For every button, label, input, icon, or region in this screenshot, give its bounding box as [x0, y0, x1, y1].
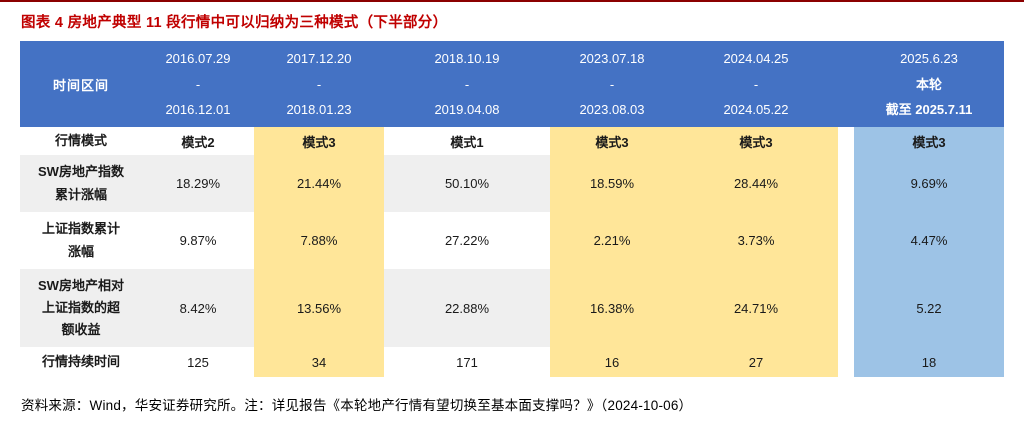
- header-cell-period-2: 2017.12.20 - 2018.01.23: [254, 41, 384, 127]
- table-cell: 16: [550, 347, 674, 377]
- table-row-sw-index-gain: SW房地产指数 累计涨幅 18.29% 21.44% 50.10% 18.59%…: [20, 155, 1004, 212]
- period-start: 2025.6.23: [900, 51, 958, 66]
- header-cell-period-6: 2025.6.23 本轮 截至 2025.7.11: [854, 41, 1004, 127]
- data-table: 时间区间 2016.07.29 - 2016.12.01 2017.12.20 …: [20, 41, 1004, 377]
- period-end: 2018.01.23: [286, 102, 352, 117]
- period-separator: -: [464, 76, 470, 92]
- period-current-round-label: 本轮: [915, 76, 942, 92]
- table-cell: 9.69%: [854, 155, 1004, 212]
- table-cell: 模式3: [854, 127, 1004, 155]
- row-label: 行情模式: [20, 127, 142, 155]
- table-cell: 16.38%: [550, 269, 674, 347]
- period-start: 2018.10.19: [434, 51, 500, 66]
- column-gap: [838, 269, 854, 347]
- table-cell: 27.22%: [384, 212, 550, 269]
- figure-title: 图表 4 房地产典型 11 段行情中可以归纳为三种模式（下半部分）: [21, 15, 448, 31]
- table-cell: 27: [674, 347, 838, 377]
- table-cell: 22.88%: [384, 269, 550, 347]
- table-cell: 模式1: [384, 127, 550, 155]
- table-cell: 9.87%: [142, 212, 254, 269]
- row-label: SW房地产指数 累计涨幅: [20, 155, 142, 212]
- period-end: 2024.05.22: [723, 102, 789, 117]
- period-end: 截至 2025.7.11: [885, 102, 973, 117]
- header-gap: [838, 41, 854, 127]
- table-cell: 13.56%: [254, 269, 384, 347]
- column-gap: [838, 347, 854, 377]
- table-row-excess-return: SW房地产相对 上证指数的超 额收益 8.42% 13.56% 22.88% 1…: [20, 269, 1004, 347]
- period-separator: -: [609, 76, 615, 92]
- table-cell: 8.42%: [142, 269, 254, 347]
- table-cell: 模式3: [254, 127, 384, 155]
- table-cell: 50.10%: [384, 155, 550, 212]
- table-cell: 5.22: [854, 269, 1004, 347]
- table-row-shanghai-index-gain: 上证指数累计 涨幅 9.87% 7.88% 27.22% 2.21% 3.73%…: [20, 212, 1004, 269]
- table-row-duration: 行情持续时间 125 34 171 16 27 18: [20, 347, 1004, 377]
- table-cell: 3.73%: [674, 212, 838, 269]
- period-separator: -: [753, 76, 759, 92]
- header-cell-period-1: 2016.07.29 - 2016.12.01: [142, 41, 254, 127]
- table-cell: 2.21%: [550, 212, 674, 269]
- row-label: 行情持续时间: [20, 347, 142, 377]
- column-gap: [838, 155, 854, 212]
- period-start: 2017.12.20: [286, 51, 352, 66]
- column-gap: [838, 127, 854, 155]
- table-row-mode: 行情模式 模式2 模式3 模式1 模式3 模式3 模式3: [20, 127, 1004, 155]
- table-cell: 18.59%: [550, 155, 674, 212]
- row-label: 上证指数累计 涨幅: [20, 212, 142, 269]
- period-start: 2023.07.18: [579, 51, 645, 66]
- period-start: 2024.04.25: [723, 51, 789, 66]
- period-end: 2016.12.01: [165, 102, 231, 117]
- table-cell: 模式2: [142, 127, 254, 155]
- column-gap: [838, 212, 854, 269]
- table-cell: 18.29%: [142, 155, 254, 212]
- top-rule: [0, 0, 1024, 2]
- source-note: 资料来源：Wind，华安证券研究所。注：详见报告《本轮地产行情有望切换至基本面支…: [21, 398, 693, 413]
- period-separator: -: [195, 76, 201, 92]
- table-cell: 7.88%: [254, 212, 384, 269]
- table-cell: 21.44%: [254, 155, 384, 212]
- table-cell: 24.71%: [674, 269, 838, 347]
- table-cell: 模式3: [674, 127, 838, 155]
- table-cell: 28.44%: [674, 155, 838, 212]
- table-cell: 4.47%: [854, 212, 1004, 269]
- table-cell: 34: [254, 347, 384, 377]
- table-cell: 18: [854, 347, 1004, 377]
- header-period-label: 时间区间: [52, 77, 109, 93]
- table-cell: 125: [142, 347, 254, 377]
- header-cell-period-3: 2018.10.19 - 2019.04.08: [384, 41, 550, 127]
- table-header-row: 时间区间 2016.07.29 - 2016.12.01 2017.12.20 …: [20, 41, 1004, 127]
- period-start: 2016.07.29: [165, 51, 231, 66]
- table-cell: 171: [384, 347, 550, 377]
- period-end: 2023.08.03: [579, 102, 645, 117]
- row-label: SW房地产相对 上证指数的超 额收益: [20, 269, 142, 347]
- period-end: 2019.04.08: [434, 102, 500, 117]
- table-cell: 模式3: [550, 127, 674, 155]
- header-cell-period-5: 2024.04.25 - 2024.05.22: [674, 41, 838, 127]
- period-separator: -: [316, 76, 322, 92]
- header-cell-period-4: 2023.07.18 - 2023.08.03: [550, 41, 674, 127]
